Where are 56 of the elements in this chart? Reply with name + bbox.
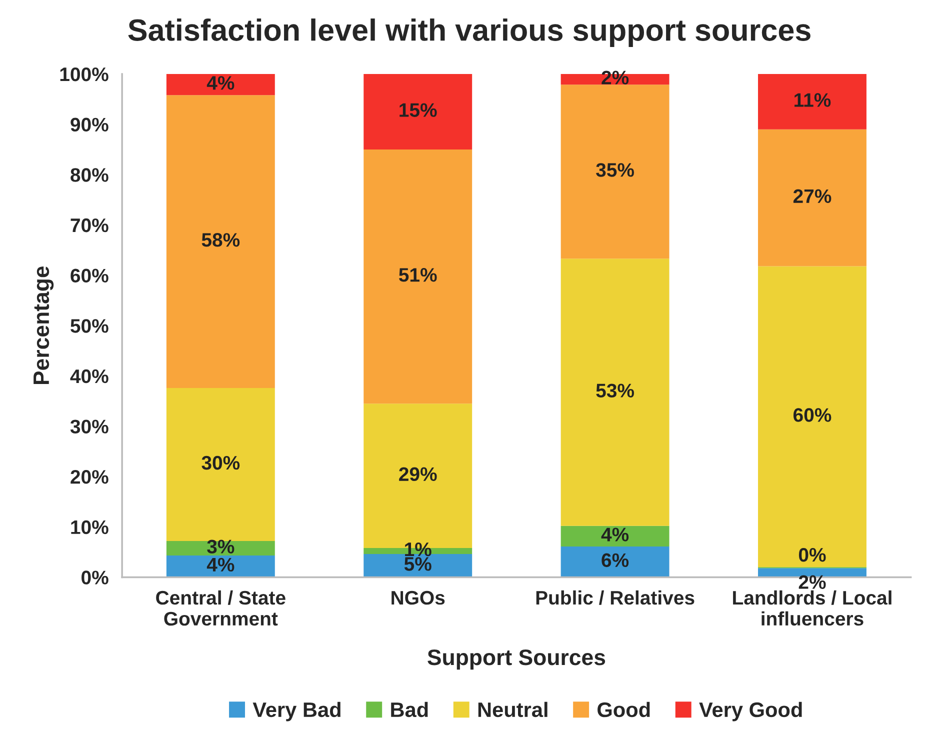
bar	[166, 95, 275, 388]
y-tick-label: 90%	[70, 118, 108, 132]
data-label: 2%	[798, 575, 826, 589]
data-label: 51%	[398, 268, 437, 282]
x-tick-label: Public / Relatives	[536, 590, 694, 605]
data-label: 30%	[202, 456, 240, 470]
data-label: 15%	[400, 103, 437, 117]
bar	[560, 546, 670, 578]
data-label: 27%	[793, 189, 832, 203]
y-tick-label: 30%	[70, 420, 108, 434]
bar	[560, 258, 670, 526]
y-tick-label: 10%	[71, 520, 108, 534]
y-tick-label: 70%	[70, 218, 108, 232]
data-label: 58%	[202, 233, 240, 247]
data-label: 53%	[596, 384, 634, 398]
data-label: 35%	[596, 163, 634, 177]
bar	[364, 74, 472, 150]
legend-label: Bad	[391, 702, 428, 718]
bar	[364, 149, 472, 404]
y-tick-label: 20%	[70, 470, 108, 484]
bar	[560, 84, 670, 259]
y-tick-label: 50%	[70, 319, 108, 333]
legend-label: Good	[598, 702, 650, 718]
y-tick-label: 60%	[70, 268, 108, 283]
data-label: 4%	[206, 558, 234, 572]
bar	[166, 556, 275, 578]
y-tick-label: 80%	[70, 168, 108, 182]
data-label: 0%	[798, 548, 826, 562]
data-label: 6%	[602, 553, 629, 568]
x-tick-label: Central / State Government	[156, 590, 286, 626]
data-label: 4%	[206, 76, 234, 90]
data-label: 29%	[399, 467, 437, 482]
data-label: 2%	[602, 70, 629, 84]
bar	[758, 266, 866, 568]
data-label: 4%	[601, 528, 629, 542]
y-tick-label: 0%	[82, 570, 108, 584]
legend-label: Very Good	[699, 702, 802, 722]
y-axis-title: Percentage	[34, 266, 54, 384]
x-tick-label: NGOs	[392, 590, 445, 605]
data-label: 60%	[793, 408, 832, 422]
legend-label: Very Bad	[252, 702, 340, 722]
data-label: 5%	[404, 557, 432, 571]
bar	[758, 74, 866, 130]
bar	[166, 74, 275, 96]
x-axis-title: Support Sources	[428, 649, 606, 670]
bar	[560, 526, 670, 547]
bar	[166, 540, 275, 556]
data-label: 11%	[794, 93, 831, 107]
data-label: 3%	[207, 540, 234, 554]
chart-title: Satisfaction level with various support sources	[128, 18, 810, 47]
x-tick-label: Landlords / Local influencers	[733, 590, 892, 626]
y-tick-label: 40%	[70, 369, 108, 384]
bar	[166, 388, 275, 541]
legend-label: Neutral	[478, 702, 548, 718]
bar	[758, 129, 866, 266]
y-tick-label: 100%	[60, 67, 108, 82]
